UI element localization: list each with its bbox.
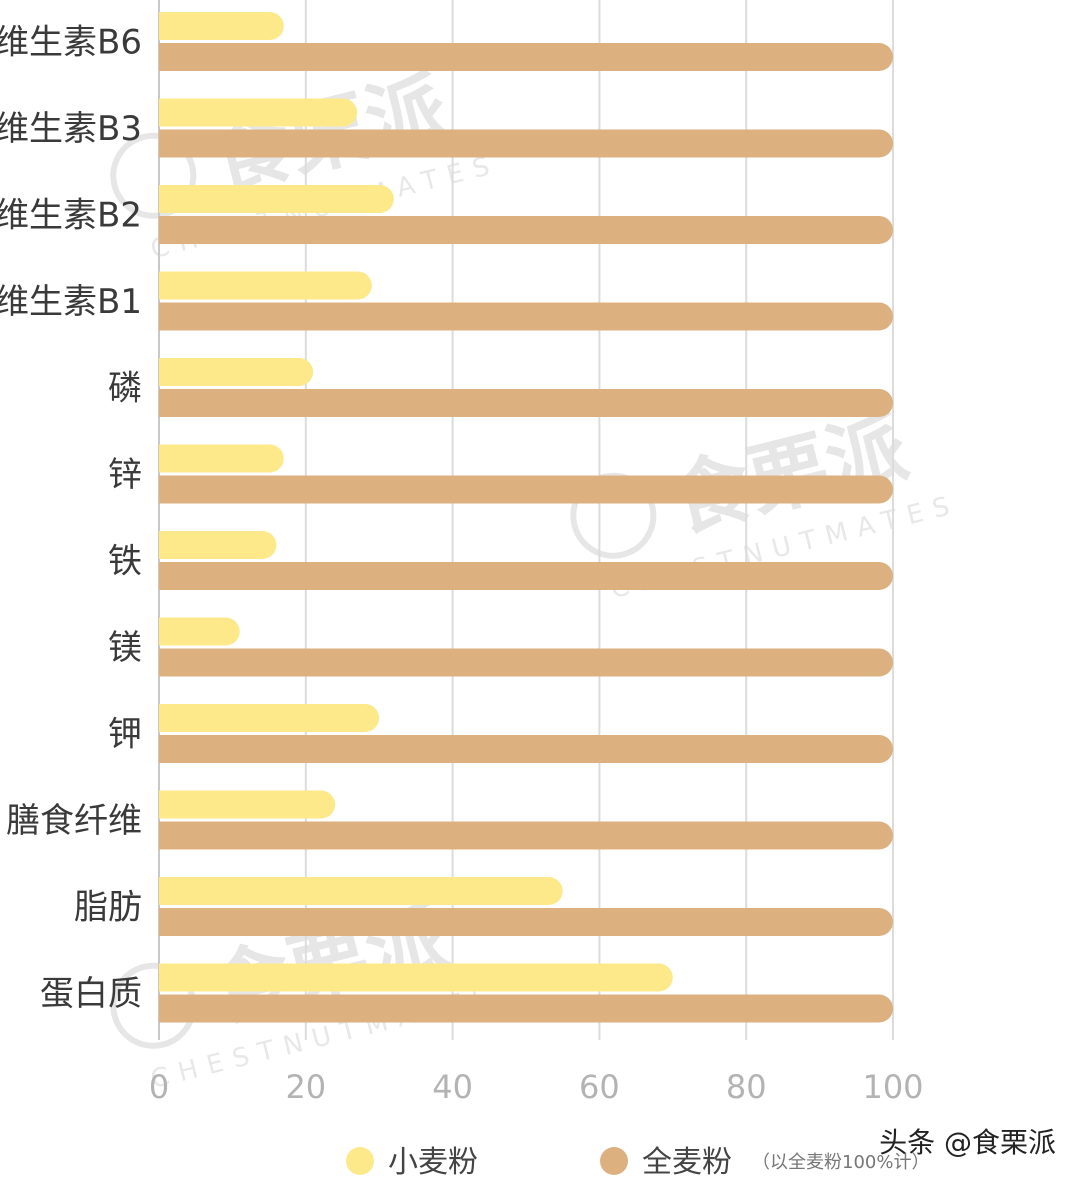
bar-whole-wheat-flour (159, 562, 893, 590)
bar-left-cap (159, 43, 173, 71)
category-label: 维生素B2 (0, 196, 142, 236)
category-label: 维生素B1 (0, 282, 142, 322)
bar-wheat-flour (159, 98, 358, 127)
bar-wheat-flour (159, 444, 284, 473)
bar-whole-wheat-flour (159, 43, 893, 71)
bar-left-cap (159, 185, 173, 213)
legend-label-whole-wheat-flour: 全麦粉 (642, 1145, 732, 1180)
x-tick-label: 0 (149, 1068, 169, 1106)
bar-wheat-flour (159, 963, 673, 992)
x-tick-label: 100 (862, 1068, 923, 1106)
watermark-logo-icon (110, 132, 197, 219)
bar-left-cap (159, 12, 173, 40)
bar-left-cap (159, 908, 173, 936)
bar-whole-wheat-flour (159, 648, 893, 677)
x-axis-ticks: 0 20 40 60 80 100 (149, 1068, 924, 1106)
bar-wheat-flour (159, 358, 314, 386)
legend-label-wheat-flour: 小麦粉 (388, 1145, 478, 1180)
bar-left-cap (159, 562, 173, 590)
bar-whole-wheat-flour (159, 216, 893, 244)
bar-left-cap (159, 389, 173, 417)
bar-left-cap (159, 617, 173, 646)
bar-left-cap (159, 531, 173, 559)
bar-wheat-flour (159, 704, 380, 732)
bar-left-cap (159, 216, 173, 244)
bar-left-cap (159, 271, 173, 300)
bar-wheat-flour (159, 271, 372, 300)
bar-whole-wheat-flour (159, 129, 893, 158)
bar-wheat-flour (159, 531, 277, 559)
bar-whole-wheat-flour (159, 994, 893, 1023)
bar-whole-wheat-flour (159, 821, 893, 850)
category-label: 钾 (108, 715, 142, 755)
bar-left-cap (159, 735, 173, 763)
bar-left-cap (159, 821, 173, 850)
category-label: 蛋白质 (40, 974, 142, 1014)
bar-left-cap (159, 302, 173, 331)
legend: 小麦粉 全麦粉 （以全麦粉100%计） (346, 1145, 929, 1180)
bar-wheat-flour (159, 185, 394, 213)
bar-left-cap (159, 790, 173, 819)
bar-whole-wheat-flour (159, 735, 893, 763)
bar-left-cap (159, 129, 173, 158)
bar-whole-wheat-flour (159, 475, 893, 504)
credit-watermark: 头条 @食栗派 (879, 1126, 1056, 1159)
x-tick-label: 40 (432, 1068, 473, 1106)
bar-left-cap (159, 963, 173, 992)
bar-wheat-flour (159, 617, 240, 646)
bar-left-cap (159, 358, 173, 386)
x-tick-label: 20 (285, 1068, 326, 1106)
bar-left-cap (159, 704, 173, 732)
bar-left-cap (159, 98, 173, 127)
category-label: 锌 (108, 455, 142, 495)
category-label: 维生素B6 (0, 23, 142, 63)
x-tick-label: 80 (726, 1068, 767, 1106)
legend-note: （以全麦粉100%计） (752, 1152, 929, 1173)
category-label: 磷 (108, 369, 142, 409)
x-tick-label: 60 (579, 1068, 620, 1106)
bar-whole-wheat-flour (159, 908, 893, 936)
bar-whole-wheat-flour (159, 389, 893, 417)
bar-left-cap (159, 475, 173, 504)
gridlines (158, 0, 894, 1040)
category-label: 铁 (108, 542, 142, 582)
category-label: 镁 (108, 628, 142, 668)
bar-left-cap (159, 444, 173, 473)
bar-wheat-flour (159, 790, 336, 819)
category-label: 脂肪 (74, 888, 142, 928)
category-label: 膳食纤维 (6, 801, 142, 841)
legend-swatch-wheat-flour (346, 1147, 374, 1175)
bar-left-cap (159, 877, 173, 905)
category-label: 维生素B3 (0, 109, 142, 149)
bars (159, 12, 893, 1023)
bar-wheat-flour (159, 12, 284, 40)
bar-left-cap (159, 994, 173, 1023)
bar-left-cap (159, 648, 173, 677)
legend-swatch-whole-wheat-flour (600, 1147, 628, 1175)
bar-wheat-flour (159, 877, 563, 905)
bar-whole-wheat-flour (159, 302, 893, 331)
